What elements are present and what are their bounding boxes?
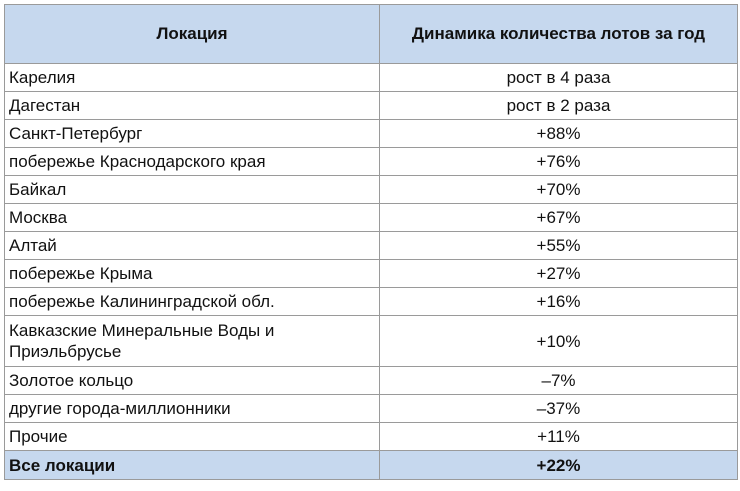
table-row: Карелия рост в 4 раза (4, 63, 738, 92)
change-cell: +70% (379, 175, 738, 204)
location-cell: Кавказские Минеральные Воды и Приэльбрус… (4, 315, 380, 367)
change-cell: рост в 2 раза (379, 91, 738, 120)
change-cell: +27% (379, 259, 738, 288)
table-row: Алтай +55% (4, 231, 738, 260)
table-row: побережье Крыма +27% (4, 259, 738, 288)
table-row: другие города-миллионники –37% (4, 394, 738, 423)
table-row: Золотое кольцо –7% (4, 366, 738, 395)
location-cell: Москва (4, 203, 380, 232)
change-cell: +88% (379, 119, 738, 148)
location-cell: побережье Крыма (4, 259, 380, 288)
change-cell: +16% (379, 287, 738, 316)
table-row: побережье Калининградской обл. +16% (4, 287, 738, 316)
location-cell: побережье Краснодарского края (4, 147, 380, 176)
change-cell: –7% (379, 366, 738, 395)
location-cell: Санкт-Петербург (4, 119, 380, 148)
table-header-row: Локация Динамика количества лотов за год (4, 4, 738, 64)
table-container: Локация Динамика количества лотов за год… (4, 4, 738, 480)
total-row: Все локации +22% (4, 450, 738, 480)
change-cell: +55% (379, 231, 738, 260)
change-cell: рост в 4 раза (379, 63, 738, 92)
location-cell: Золотое кольцо (4, 366, 380, 395)
location-cell: Алтай (4, 231, 380, 260)
change-cell: +10% (379, 315, 738, 367)
change-cell: +76% (379, 147, 738, 176)
change-cell: +67% (379, 203, 738, 232)
header-location: Локация (4, 4, 380, 64)
total-location-cell: Все локации (4, 450, 380, 480)
location-cell: Карелия (4, 63, 380, 92)
table-row: побережье Краснодарского края +76% (4, 147, 738, 176)
location-cell: другие города-миллионники (4, 394, 380, 423)
header-change: Динамика количества лотов за год (379, 4, 738, 64)
table-row: Санкт-Петербург +88% (4, 119, 738, 148)
table-row: Москва +67% (4, 203, 738, 232)
change-cell: +11% (379, 422, 738, 451)
location-cell: Дагестан (4, 91, 380, 120)
change-cell: –37% (379, 394, 738, 423)
table-row: Байкал +70% (4, 175, 738, 204)
location-cell: Прочие (4, 422, 380, 451)
lots-dynamics-table: Локация Динамика количества лотов за год… (4, 4, 738, 480)
table-row: Дагестан рост в 2 раза (4, 91, 738, 120)
location-cell: Байкал (4, 175, 380, 204)
table-row: Прочие +11% (4, 422, 738, 451)
table-row: Кавказские Минеральные Воды и Приэльбрус… (4, 315, 738, 367)
location-cell: побережье Калининградской обл. (4, 287, 380, 316)
total-change-cell: +22% (379, 450, 738, 480)
